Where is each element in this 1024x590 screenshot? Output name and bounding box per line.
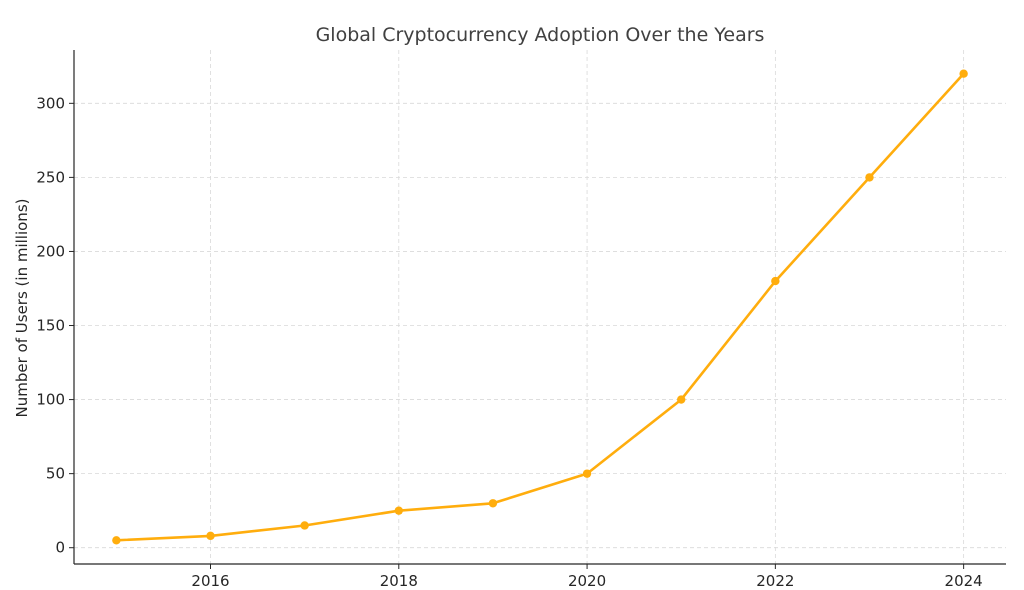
gridlines	[74, 50, 1006, 564]
y-axis-label: Number of Users (in millions)	[13, 199, 31, 418]
x-tick-label: 2018	[380, 572, 418, 590]
y-tick-label: 150	[36, 317, 65, 335]
axes	[73, 50, 1006, 565]
y-tick-label: 100	[36, 391, 65, 409]
data-point	[771, 276, 780, 286]
x-axis-ticks: 2016 2018 2020 2022 2024	[191, 564, 983, 590]
data-point	[865, 173, 874, 182]
y-axis-ticks: 0 50 100 150 200 250 300	[36, 94, 74, 557]
y-tick-label: 250	[36, 168, 65, 186]
x-tick-label: 2022	[756, 572, 794, 590]
data-point	[112, 536, 121, 545]
data-point	[394, 506, 403, 515]
data-point	[300, 521, 309, 530]
x-tick-label: 2016	[191, 572, 229, 590]
x-tick-label: 2020	[568, 572, 606, 590]
series-line	[116, 72, 965, 542]
data-point	[677, 395, 686, 404]
x-tick-label: 2024	[945, 572, 983, 590]
y-tick-label: 300	[36, 94, 65, 112]
data-point	[959, 69, 968, 78]
y-tick-label: 50	[46, 465, 65, 483]
data-point	[582, 469, 592, 478]
y-tick-label: 0	[55, 539, 65, 557]
data-point	[488, 499, 498, 508]
y-tick-label: 200	[36, 242, 65, 260]
data-series	[112, 69, 968, 545]
chart-title: Global Cryptocurrency Adoption Over the …	[316, 24, 765, 46]
data-point	[206, 531, 215, 541]
